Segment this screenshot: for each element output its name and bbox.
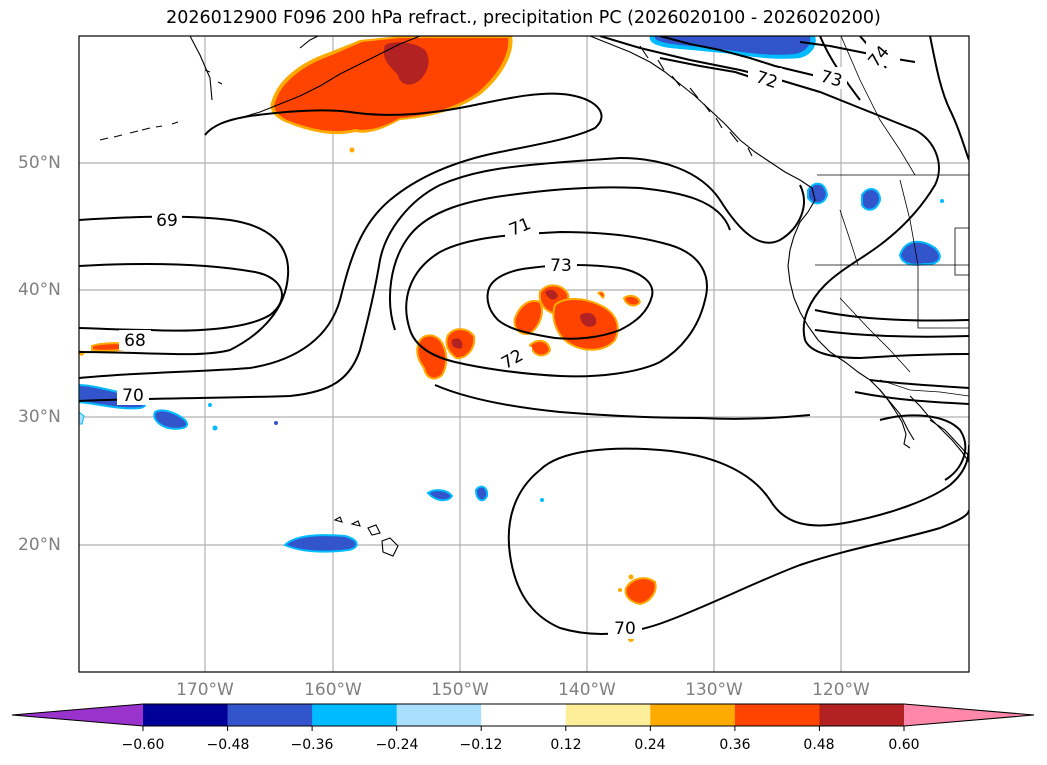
borders	[815, 36, 969, 397]
lon-label: 140°W	[558, 680, 616, 700]
colorbar-segment	[143, 704, 229, 726]
map-frame	[78, 35, 970, 673]
colorbar-tick-label: −0.60	[121, 737, 165, 753]
colorbar-segment	[819, 704, 905, 726]
colorbar-extend-max	[904, 704, 1034, 726]
colorbar-tick-label: 0.60	[888, 737, 920, 753]
contour-label: 68	[124, 331, 146, 351]
contour-lines	[79, 36, 969, 635]
colorbar-tick-label: −0.24	[375, 737, 419, 753]
colorbar-tick-label: −0.12	[459, 737, 503, 753]
lat-label: 40°N	[18, 280, 61, 300]
map-panel: 69 68 70 71 73 72 72 73 74 70	[78, 35, 970, 673]
colorbar-segment	[565, 704, 651, 726]
colorbar-segment	[227, 704, 313, 726]
lat-label: 30°N	[18, 407, 61, 427]
lon-label: 150°W	[431, 680, 489, 700]
colorbar-extend-min	[12, 704, 143, 726]
colorbar-tick-label: 0.36	[719, 737, 751, 753]
colorbar-tick-label: 0.48	[803, 737, 835, 753]
coastlines	[99, 36, 969, 557]
lon-label: 130°W	[685, 680, 743, 700]
lon-label: 120°W	[812, 680, 870, 700]
lon-label: 170°W	[176, 680, 234, 700]
lon-label: 160°W	[304, 680, 362, 700]
lat-label: 20°N	[18, 535, 61, 555]
colorbar-segment	[734, 704, 820, 726]
lat-label: 50°N	[18, 153, 61, 173]
colorbar-tick-label: −0.48	[206, 737, 250, 753]
colorbar-tick-label: 0.24	[634, 737, 666, 753]
map-title: 2026012900 F096 200 hPa refract., precip…	[166, 8, 881, 28]
colorbar-segment	[481, 704, 567, 726]
contour-label: 70	[614, 619, 636, 639]
colorbar-segment	[650, 704, 736, 726]
colorbar	[11, 703, 1035, 731]
colorbar-tick-label: 0.12	[550, 737, 582, 753]
precip-negative-areas	[79, 36, 944, 553]
contour-label: 70	[122, 386, 144, 406]
contour-label: 69	[156, 211, 178, 231]
contour-label-bg	[117, 42, 900, 639]
contour-label: 73	[550, 256, 572, 276]
colorbar-segment	[396, 704, 482, 726]
colorbar-tick-label: −0.36	[290, 737, 334, 753]
colorbar-segment	[312, 704, 398, 726]
